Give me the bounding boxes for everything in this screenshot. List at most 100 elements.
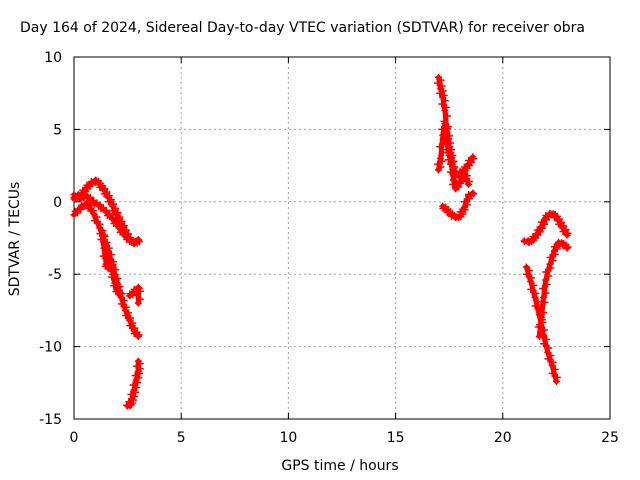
data-point [116,228,124,236]
data-point [542,289,550,297]
data-point [134,357,142,365]
x-tick-label: 5 [177,430,186,446]
data-series-track-c [70,199,143,340]
data-point [445,135,453,143]
data-point [130,330,138,338]
data-point [452,181,460,189]
data-point [441,120,449,128]
data-point [443,209,451,217]
data-point [469,189,477,197]
data-point [523,270,531,278]
data-point [71,193,79,201]
data-point [464,180,472,188]
data-point [536,304,544,312]
data-point [541,298,549,306]
data-point [104,198,112,206]
data-point [127,390,135,398]
data-point [92,178,100,186]
data-point [525,267,533,275]
data-point [123,235,131,243]
data-point [441,97,449,105]
data-point [443,125,451,133]
data-point [436,89,444,97]
data-point [534,323,542,331]
data-point [550,214,558,222]
data-point [553,373,561,381]
data-point [434,79,442,87]
data-point [434,160,442,168]
data-point [537,314,545,322]
y-tick-label: -5 [48,267,62,283]
data-point [545,344,553,352]
data-point [99,252,107,260]
y-tick-label: 5 [53,122,62,138]
data-point [559,227,567,235]
data-point [533,226,541,234]
data-point [564,243,572,251]
data-point [535,332,543,340]
data-point [115,290,123,298]
data-series-track-f [126,283,144,307]
data-point [543,335,551,343]
x-tick-label: 20 [494,430,512,446]
data-point [134,299,142,307]
data-point [528,274,536,282]
data-point [109,215,117,223]
data-point [545,272,553,280]
data-point [100,190,108,198]
data-point [436,143,444,151]
data-point [446,168,454,176]
data-point [531,293,539,301]
data-point [547,264,555,272]
data-point [542,268,550,276]
data-point [97,235,105,243]
data-point [103,248,111,256]
data-series-track-e [123,357,144,410]
data-point [83,199,91,207]
data-point [538,218,546,226]
data-point [469,153,477,161]
data-point [546,254,554,262]
data-point [100,231,108,239]
data-point [136,295,144,303]
data-series-track-l [534,238,572,340]
data-point [134,332,142,340]
data-point [540,309,548,317]
data-point [71,207,79,215]
data-point [460,198,468,206]
data-point [539,318,547,326]
data-point [126,322,134,330]
data-point [538,328,546,336]
x-tick-label: 25 [601,430,619,446]
data-point [108,273,116,281]
data-point [550,243,558,251]
plot-frame [73,56,611,420]
data-series-track-j [520,209,572,246]
data-point [549,358,557,366]
data-point [91,200,99,208]
data-point [135,331,143,339]
data-series-line [71,200,141,339]
data-point [130,285,138,293]
data-point [529,233,537,241]
chart-title: Day 164 of 2024, Sidereal Day-to-day VTE… [20,20,585,36]
data-point [450,164,458,172]
data-point [532,289,540,297]
data-point [79,186,87,194]
data-series-track-d [97,227,124,298]
data-point [559,242,567,250]
x-tick-label: 10 [279,430,297,446]
data-point [116,289,124,297]
data-point [542,212,550,220]
data-point [110,220,118,228]
y-tick-label: 10 [44,50,62,66]
y-axis-label: SDTVAR / TECUs [7,182,23,297]
data-series-track-i [439,189,478,222]
data-point [122,303,130,311]
grid-lines [74,57,610,419]
data-point [465,157,473,165]
data-point [442,146,450,154]
data-point [129,381,137,389]
data-point [563,231,571,239]
